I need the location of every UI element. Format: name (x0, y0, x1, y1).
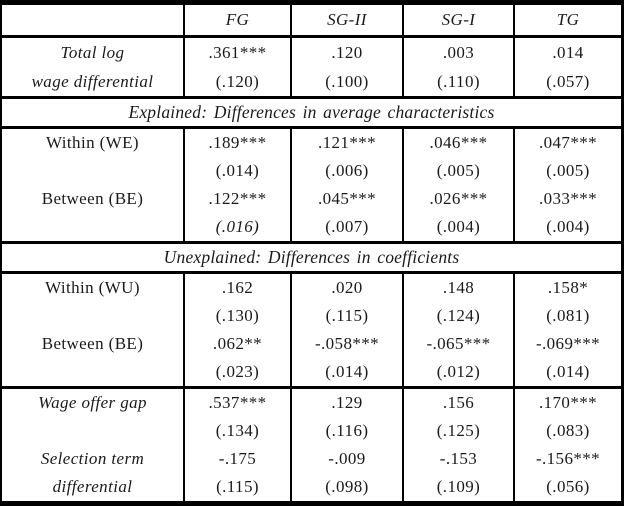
value-cell: .189*** (183, 129, 290, 157)
column-header-sg-ii: SG-II (290, 5, 402, 35)
value-cell: (.100) (290, 67, 402, 96)
value-cell: .361*** (183, 38, 290, 67)
value-cell: .162 (183, 274, 290, 302)
value-cell: .045*** (290, 185, 402, 213)
value-cell: (.007) (290, 213, 402, 241)
column-header-fg: FG (183, 5, 290, 35)
value-cell: (.125) (402, 417, 513, 445)
value-cell: .047*** (513, 129, 621, 157)
value-cell: (.005) (513, 157, 621, 185)
value-cell: -.009 (290, 445, 402, 473)
value-cell: -.175 (183, 445, 290, 473)
value-cell: .003 (402, 38, 513, 67)
table-header-row: FG SG-II SG-I TG (2, 5, 621, 35)
value-cell: (.004) (513, 213, 621, 241)
summary-section: Wage offer gap .537*** .129 .156 .170***… (2, 386, 621, 501)
value-cell: .170*** (513, 389, 621, 417)
value-cell: .014 (513, 38, 621, 67)
row-label-blank (2, 358, 183, 386)
value-cell: -.065*** (402, 330, 513, 358)
value-cell: (.098) (290, 473, 402, 501)
row-label-blank (2, 302, 183, 330)
row-label-wage-offer-gap: Wage offer gap (38, 393, 147, 412)
value-cell: .026*** (402, 185, 513, 213)
value-cell: (.014) (513, 358, 621, 386)
explained-section: Within (WE) .189*** .121*** .046*** .047… (2, 126, 621, 241)
value-cell: -.069*** (513, 330, 621, 358)
row-label-differential: differential (52, 477, 133, 496)
value-cell: (.081) (513, 302, 621, 330)
row-label-between-be: Between (BE) (41, 189, 144, 208)
value-cell: .120 (290, 38, 402, 67)
value-cell: (.120) (183, 67, 290, 96)
row-label-blank (2, 213, 183, 241)
value-cell: .020 (290, 274, 402, 302)
unexplained-section: Within (WU) .162 .020 .148 .158* (.130) … (2, 271, 621, 386)
value-cell: -.153 (402, 445, 513, 473)
value-cell: .122*** (183, 185, 290, 213)
value-cell: (.012) (402, 358, 513, 386)
unexplained-banner: Unexplained: Differences in coefficients (2, 241, 621, 271)
total-section: Total log .361*** .120 .003 .014 wage di… (2, 35, 621, 96)
value-cell: (.124) (402, 302, 513, 330)
row-label-within-wu: Within (WU) (45, 278, 140, 297)
value-cell: (.004) (402, 213, 513, 241)
row-label-selection-term: Selection term (40, 449, 145, 468)
value-cell: (.130) (183, 302, 290, 330)
row-label-total-log: Total log (60, 42, 125, 62)
value-cell: .046*** (402, 129, 513, 157)
value-cell: -.058*** (290, 330, 402, 358)
value-cell: (.014) (290, 358, 402, 386)
value-cell: .156 (402, 389, 513, 417)
value-cell: .158* (513, 274, 621, 302)
row-label-blank (2, 157, 183, 185)
header-empty-cell (2, 5, 183, 35)
value-cell: (.083) (513, 417, 621, 445)
value-cell: .062** (183, 330, 290, 358)
row-label-within-we: Within (WE) (46, 133, 139, 152)
column-header-tg: TG (513, 5, 621, 35)
value-cell: (.057) (513, 67, 621, 96)
value-cell: (.110) (402, 67, 513, 96)
value-cell: (.115) (183, 473, 290, 501)
value-cell: .537*** (183, 389, 290, 417)
value-cell: (.023) (183, 358, 290, 386)
value-cell: -.156*** (513, 445, 621, 473)
row-label-blank (2, 417, 183, 445)
value-cell: (.134) (183, 417, 290, 445)
value-cell: (.006) (290, 157, 402, 185)
value-cell: (.116) (290, 417, 402, 445)
value-cell: (.109) (402, 473, 513, 501)
value-cell: (.005) (402, 157, 513, 185)
value-cell: (.115) (290, 302, 402, 330)
value-cell: .129 (290, 389, 402, 417)
value-cell: (.014) (183, 157, 290, 185)
value-cell: .121*** (290, 129, 402, 157)
column-header-sg-i: SG-I (402, 5, 513, 35)
value-cell: (.056) (513, 473, 621, 501)
explained-banner: Explained: Differences in average charac… (2, 96, 621, 126)
row-label-between-be: Between (BE) (41, 334, 144, 353)
value-cell: .033*** (513, 185, 621, 213)
value-cell: (.016) (183, 213, 290, 241)
value-cell: .148 (402, 274, 513, 302)
row-label-wage-differential: wage differential (31, 71, 154, 91)
